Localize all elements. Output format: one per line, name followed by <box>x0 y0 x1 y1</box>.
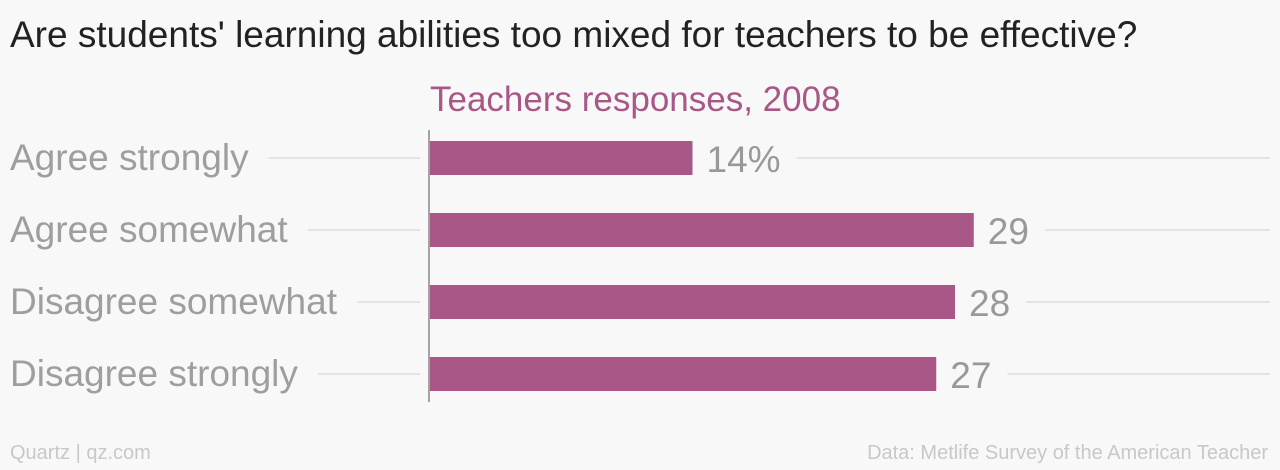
value-label: 28 <box>969 283 1010 324</box>
chart-title: Are students' learning abilities too mix… <box>10 14 1138 55</box>
bar <box>430 285 955 319</box>
bar <box>430 141 693 175</box>
footer-brand[interactable]: Quartz | qz.com <box>10 442 151 464</box>
value-label: 14% <box>707 139 781 180</box>
category-label: Agree somewhat <box>10 209 288 250</box>
bar <box>430 213 974 247</box>
value-label: 29 <box>988 211 1029 252</box>
category-label: Agree strongly <box>10 137 249 178</box>
bar <box>430 357 937 391</box>
category-label: Disagree strongly <box>10 353 298 394</box>
category-label: Disagree somewhat <box>10 281 338 322</box>
footer-source: Data: Metlife Survey of the American Tea… <box>867 442 1268 464</box>
value-label: 27 <box>950 355 991 396</box>
chart-subtitle: Teachers responses, 2008 <box>430 80 841 119</box>
